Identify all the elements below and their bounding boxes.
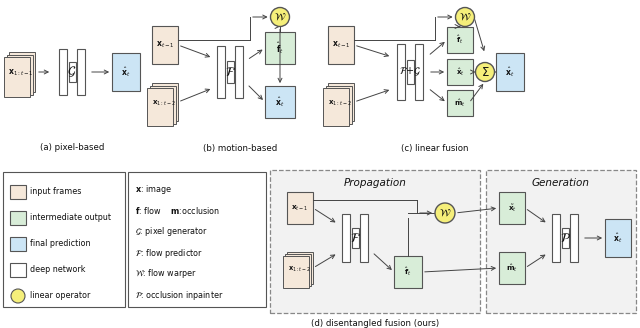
Text: Propagation: Propagation	[344, 178, 406, 188]
Bar	[342, 214, 350, 262]
Bar	[227, 61, 234, 83]
Bar	[59, 49, 67, 95]
Text: $\mathcal{G}$: $\mathcal{G}$	[67, 65, 77, 79]
Bar	[4, 57, 30, 97]
Text: $\tilde{\mathbf{x}}_t$: $\tilde{\mathbf{x}}_t$	[508, 202, 516, 214]
Bar	[328, 26, 354, 64]
Circle shape	[476, 63, 495, 81]
Text: $\mathbf{x}_{t-1}$: $\mathbf{x}_{t-1}$	[332, 40, 350, 50]
Text: $\mathcal{F}$+$\mathcal{G}$: $\mathcal{F}$+$\mathcal{G}$	[399, 66, 421, 78]
Bar	[150, 86, 175, 124]
Text: $\mathcal{F}$: flow predictor: $\mathcal{F}$: flow predictor	[135, 247, 203, 259]
Text: $\hat{\mathbf{x}}_t$: $\hat{\mathbf{x}}_t$	[506, 65, 515, 79]
Text: $\mathcal{W}$: $\mathcal{W}$	[459, 11, 471, 22]
Bar	[152, 83, 178, 121]
Bar	[447, 59, 473, 85]
Text: (b) motion-based: (b) motion-based	[203, 144, 277, 153]
Text: $\hat{\mathbf{x}}_t$: $\hat{\mathbf{x}}_t$	[613, 231, 623, 245]
Bar	[287, 252, 313, 284]
Bar	[394, 256, 422, 288]
Bar	[3, 172, 125, 307]
Text: $\mathcal{W}$: $\mathcal{W}$	[274, 11, 286, 22]
Bar	[326, 86, 351, 124]
Text: Generation: Generation	[532, 178, 590, 188]
Bar	[10, 237, 26, 251]
Bar	[415, 44, 423, 100]
Text: $\mathbf{x}$: image: $\mathbf{x}$: image	[135, 183, 172, 196]
Bar	[270, 170, 480, 313]
Bar	[328, 83, 354, 121]
Bar	[486, 170, 636, 313]
Text: $\mathcal{P}$: occlusion inpainter: $\mathcal{P}$: occlusion inpainter	[135, 289, 223, 301]
Bar	[360, 214, 368, 262]
Bar	[397, 44, 405, 100]
Bar	[605, 219, 631, 257]
Circle shape	[456, 8, 474, 27]
Text: (c) linear fusion: (c) linear fusion	[401, 144, 468, 153]
Text: final prediction: final prediction	[30, 239, 90, 249]
Text: $\hat{\mathbf{m}}_t$: $\hat{\mathbf{m}}_t$	[506, 262, 518, 274]
Text: $\mathcal{P}$: $\mathcal{P}$	[559, 232, 570, 244]
Bar	[147, 88, 173, 126]
Text: (d) disentangled fusion (ours): (d) disentangled fusion (ours)	[311, 318, 439, 327]
Bar	[496, 53, 524, 91]
Text: $\hat{\mathbf{f}}_t$: $\hat{\mathbf{f}}_t$	[404, 266, 412, 278]
Bar	[6, 54, 33, 94]
Text: $\hat{\mathbf{x}}_t$: $\hat{\mathbf{x}}_t$	[122, 65, 131, 79]
Text: $\hat{\mathbf{f}}_t$: $\hat{\mathbf{f}}_t$	[456, 34, 463, 46]
Text: $\mathbf{x}_{1:t-2}$: $\mathbf{x}_{1:t-2}$	[152, 98, 176, 108]
Text: $\mathbf{x}_{t-1}$: $\mathbf{x}_{t-1}$	[291, 203, 309, 213]
Bar	[10, 263, 26, 277]
Bar	[265, 86, 295, 118]
Text: $\hat{\mathbf{f}}_t$: $\hat{\mathbf{f}}_t$	[276, 40, 284, 56]
Text: deep network: deep network	[30, 265, 86, 275]
Bar	[351, 228, 358, 248]
Bar	[265, 32, 295, 64]
Bar	[128, 172, 266, 307]
Text: $\mathcal{G}$: pixel generator: $\mathcal{G}$: pixel generator	[135, 226, 208, 238]
Text: $\mathbf{x}_{1:t-2}$: $\mathbf{x}_{1:t-2}$	[287, 264, 310, 274]
Bar	[217, 46, 225, 98]
Bar	[499, 252, 525, 284]
Bar	[77, 49, 85, 95]
Bar	[283, 256, 309, 288]
Text: $\mathcal{F}$: $\mathcal{F}$	[225, 66, 236, 78]
Circle shape	[11, 289, 25, 303]
Bar	[323, 88, 349, 126]
Text: $\Sigma$: $\Sigma$	[481, 66, 490, 78]
Bar	[68, 62, 76, 82]
Text: $\mathcal{W}$: $\mathcal{W}$	[439, 208, 451, 218]
Bar	[552, 214, 560, 262]
Circle shape	[271, 8, 289, 27]
Text: (a) pixel-based: (a) pixel-based	[40, 144, 104, 153]
Text: $\hat{\mathbf{x}}_t$: $\hat{\mathbf{x}}_t$	[456, 66, 465, 78]
Text: $\hat{\mathbf{x}}_t$: $\hat{\mathbf{x}}_t$	[275, 95, 285, 109]
Text: $\mathbf{x}_{1:t-2}$: $\mathbf{x}_{1:t-2}$	[328, 98, 352, 108]
Circle shape	[435, 203, 455, 223]
Text: $\mathbf{f}$: flow    $\mathbf{m}$:occlusion: $\mathbf{f}$: flow $\mathbf{m}$:occlusio…	[135, 206, 220, 216]
Bar	[10, 185, 26, 199]
Text: $\mathcal{W}$: flow warper: $\mathcal{W}$: flow warper	[135, 268, 197, 280]
Bar	[9, 52, 35, 92]
Bar	[447, 90, 473, 116]
Bar	[570, 214, 578, 262]
Text: input frames: input frames	[30, 188, 81, 196]
Text: $\mathcal{F}$: $\mathcal{F}$	[349, 232, 360, 244]
Bar	[499, 192, 525, 224]
Bar	[285, 254, 311, 286]
Bar	[561, 228, 568, 248]
Text: intermediate output: intermediate output	[30, 214, 111, 222]
Text: $\mathbf{x}_{t-1}$: $\mathbf{x}_{t-1}$	[156, 40, 174, 50]
Bar	[112, 53, 140, 91]
Bar	[447, 27, 473, 53]
Text: $\hat{\mathbf{m}}_t$: $\hat{\mathbf{m}}_t$	[454, 97, 466, 109]
Bar	[287, 192, 313, 224]
Text: linear operator: linear operator	[30, 292, 90, 300]
Text: $\mathbf{x}_{1:t-1}$: $\mathbf{x}_{1:t-1}$	[8, 68, 34, 78]
Bar	[406, 60, 413, 84]
Bar	[10, 211, 26, 225]
Bar	[235, 46, 243, 98]
Bar	[152, 26, 178, 64]
